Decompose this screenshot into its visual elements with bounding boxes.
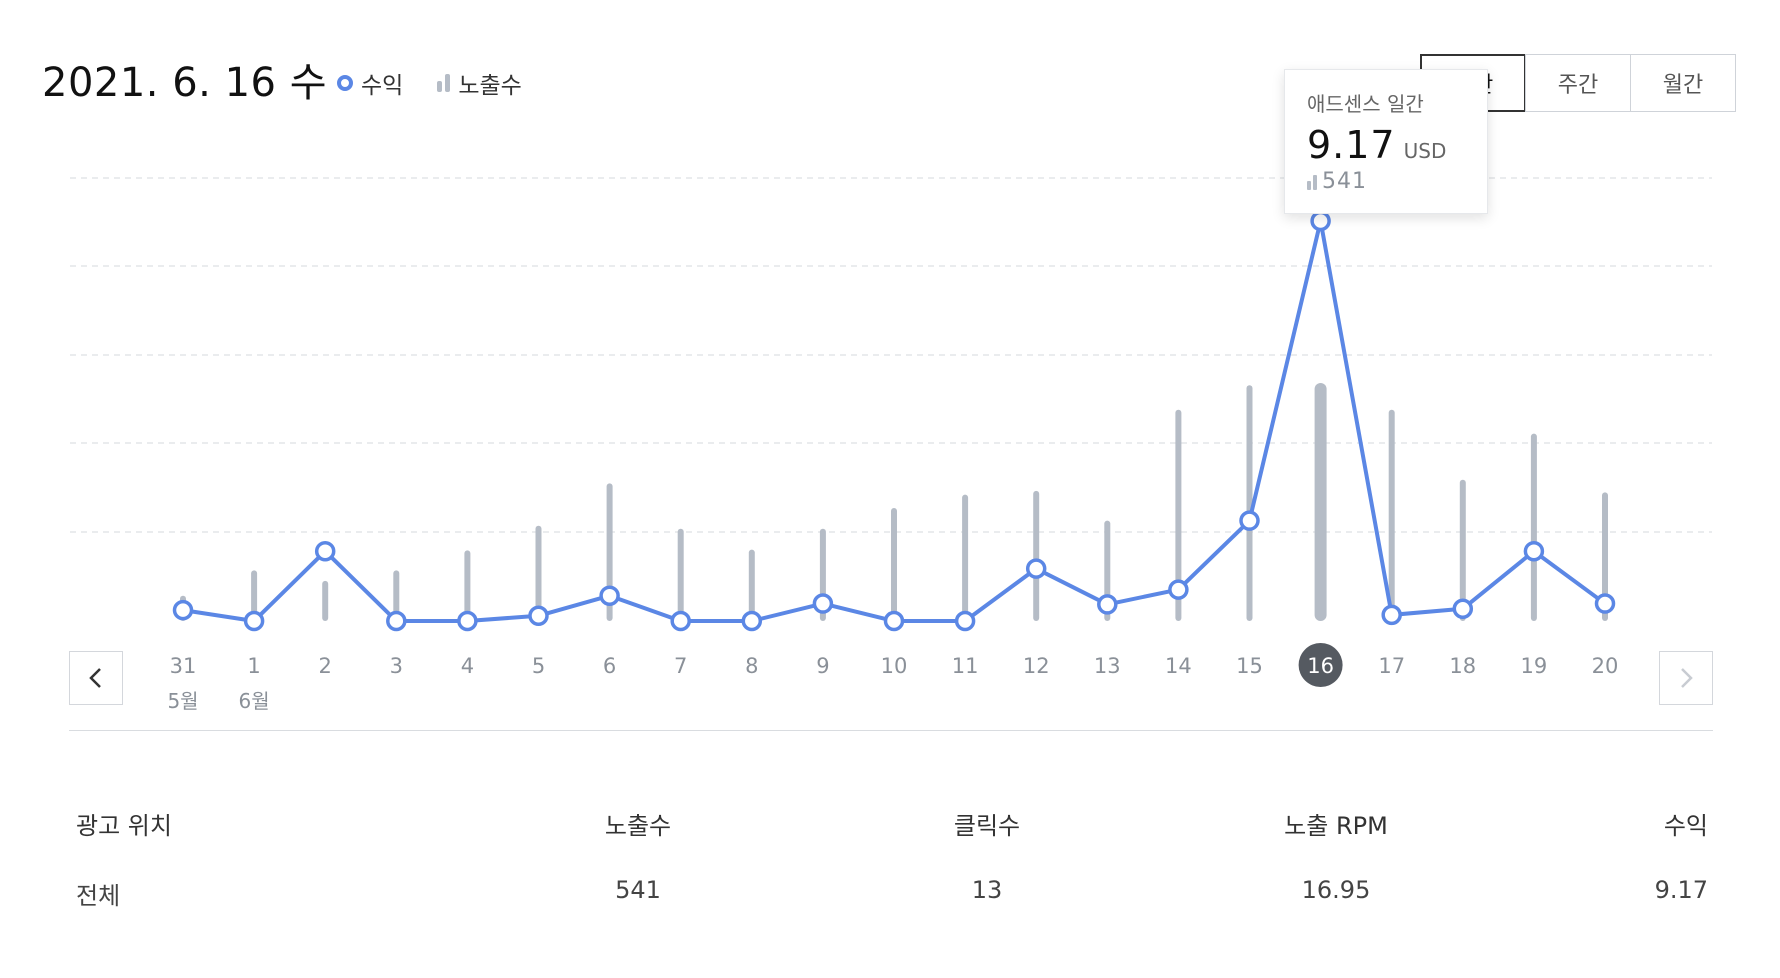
revenue-point-17	[1381, 604, 1402, 626]
selected-date-highlight	[1298, 643, 1343, 687]
impressions-bar-5	[535, 525, 542, 621]
divider	[69, 730, 1713, 731]
x-tick-label-17: 17	[1378, 654, 1405, 678]
revenue-point-8	[741, 610, 763, 632]
impressions-bar-19	[1530, 433, 1537, 621]
chart-legend: 수익 노출수	[337, 66, 556, 100]
revenue-point-16	[1310, 210, 1331, 232]
impressions-bar-3	[393, 570, 400, 621]
legend-label-revenue: 수익	[361, 73, 404, 99]
x-tick-label-16: 16	[1307, 654, 1334, 678]
x-tick-label-1: 1	[247, 654, 260, 678]
x-tick-label-13: 13	[1094, 654, 1121, 678]
bar-chart-icon	[1307, 174, 1317, 190]
impressions-bar-14	[1175, 409, 1182, 621]
tooltip-impressions-value: 541	[1322, 169, 1367, 194]
chevron-left-icon	[89, 668, 101, 688]
table-row: 전체 541 13 16.95 9.17	[76, 876, 1708, 916]
legend-item-revenue: 수익	[337, 66, 403, 100]
tooltip-revenue-value: 9.17	[1307, 123, 1396, 167]
chart-tooltip: 애드센스 일간 9.17 USD 541	[1284, 69, 1488, 214]
column-header-impressions: 노출수	[604, 812, 672, 840]
revenue-point-20	[1594, 593, 1616, 614]
x-tick-label-18: 18	[1449, 654, 1476, 678]
revenue-point-6	[599, 585, 620, 606]
cell-ad-position: 전체	[76, 882, 121, 910]
x-tick-label-3: 3	[390, 654, 403, 678]
x-tick-label-10: 10	[881, 654, 908, 678]
revenue-point-13	[1097, 594, 1118, 615]
table-header-row: 광고 위치 노출수 클릭수 노출 RPM 수익	[76, 806, 1708, 846]
impressions-bar-1	[251, 570, 258, 621]
column-header-clicks: 클릭수	[953, 812, 1021, 840]
page-title: 2021. 6. 16 수	[42, 60, 328, 106]
x-tick-label-7: 7	[674, 654, 687, 678]
revenue-point-10	[883, 610, 905, 632]
revenue-point-18	[1452, 598, 1474, 620]
revenue-point-15	[1239, 510, 1260, 531]
revenue-point-2	[314, 540, 336, 562]
impressions-bar-8	[748, 549, 755, 621]
tooltip-title: 애드센스 일간	[1307, 92, 1424, 116]
revenue-point-19	[1523, 540, 1545, 562]
x-tick-label-14: 14	[1165, 654, 1192, 678]
x-month-label-1: 6월	[239, 689, 270, 713]
revenue-point-5	[528, 605, 549, 627]
x-tick-label-4: 4	[461, 654, 474, 678]
revenue-point-3	[386, 610, 407, 632]
tooltip-unit: USD	[1403, 139, 1447, 163]
column-header-revenue: 수익	[1663, 812, 1708, 840]
impressions-bar-4	[464, 550, 471, 621]
circle-marker-icon	[337, 75, 353, 91]
tooltip-impressions-row: 541	[1307, 169, 1465, 194]
x-tick-label-31: 31	[170, 654, 197, 678]
x-tick-label-12: 12	[1023, 654, 1050, 678]
legend-label-impressions: 노출수	[458, 73, 522, 99]
x-tick-label-11: 11	[952, 654, 979, 678]
prev-period-button[interactable]	[69, 651, 123, 705]
chevron-right-icon	[1681, 668, 1693, 688]
revenue-point-7	[670, 610, 691, 632]
tab-monthly[interactable]: 월간	[1630, 54, 1736, 112]
x-tick-label-5: 5	[532, 654, 545, 678]
revenue-point-1	[243, 610, 265, 632]
impressions-bar-11	[962, 494, 969, 621]
revenue-point-12	[1025, 558, 1047, 579]
column-header-ad-position: 광고 위치	[76, 812, 172, 840]
impressions-bar-18	[1459, 479, 1466, 621]
revenue-point-14	[1168, 579, 1189, 600]
revenue-point-31	[172, 599, 194, 621]
tooltip-value-row: 9.17 USD	[1307, 123, 1465, 167]
x-tick-label-9: 9	[816, 654, 829, 678]
x-tick-label-8: 8	[745, 654, 758, 678]
impressions-bar-7	[677, 528, 684, 621]
impressions-bar-2	[322, 580, 329, 621]
revenue-point-9	[812, 593, 834, 614]
cell-revenue: 9.17	[1654, 876, 1708, 904]
x-tick-label-15: 15	[1236, 654, 1263, 678]
next-period-button[interactable]	[1659, 651, 1713, 705]
impressions-bar-16	[1314, 383, 1327, 621]
x-tick-label-6: 6	[603, 654, 616, 678]
x-month-label-0: 5월	[167, 689, 198, 713]
revenue-point-11	[954, 610, 976, 632]
impressions-bar-15	[1246, 385, 1253, 621]
cell-impressions: 541	[615, 876, 661, 904]
impressions-bar-10	[891, 507, 897, 621]
x-tick-label-2: 2	[319, 654, 332, 678]
x-tick-label-20: 20	[1592, 654, 1619, 678]
x-tick-label-19: 19	[1521, 654, 1548, 678]
column-header-rpm: 노출 RPM	[1284, 812, 1388, 840]
bar-chart-icon	[437, 74, 451, 92]
impressions-bar-12	[1033, 490, 1040, 621]
cell-rpm: 16.95	[1301, 876, 1371, 904]
revenue-point-4	[457, 610, 478, 632]
impressions-bar-17	[1388, 409, 1395, 621]
legend-item-impressions: 노출수	[437, 66, 522, 100]
impressions-bar-20	[1602, 492, 1608, 621]
cell-clicks: 13	[971, 876, 1003, 904]
